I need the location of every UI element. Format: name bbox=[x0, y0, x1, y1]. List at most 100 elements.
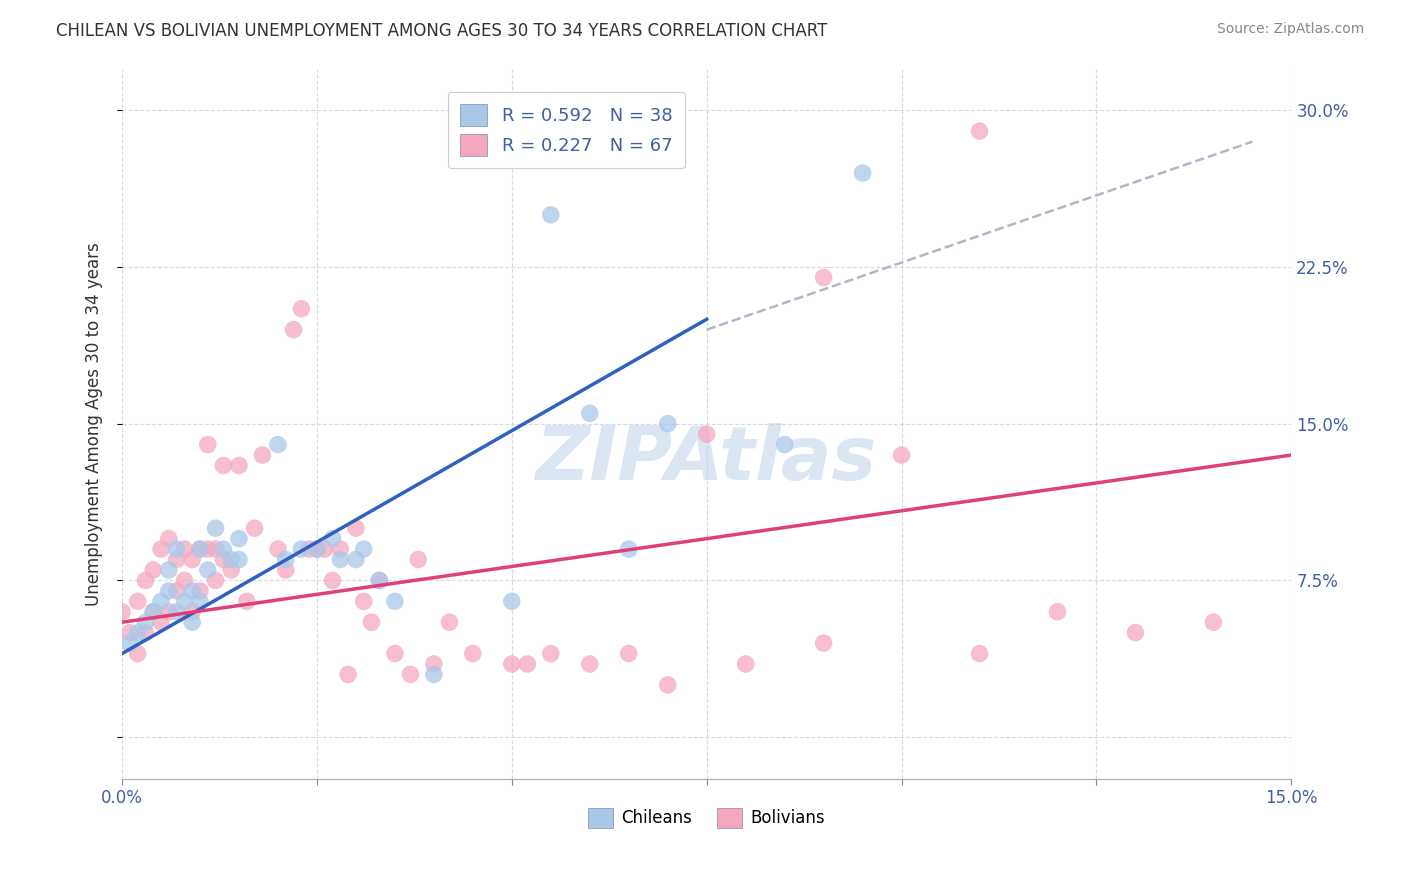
Point bbox=[166, 605, 188, 619]
Point bbox=[157, 605, 180, 619]
Point bbox=[657, 417, 679, 431]
Point bbox=[118, 625, 141, 640]
Point bbox=[501, 594, 523, 608]
Point bbox=[181, 605, 204, 619]
Point bbox=[399, 667, 422, 681]
Point bbox=[142, 563, 165, 577]
Point bbox=[890, 448, 912, 462]
Point bbox=[773, 437, 796, 451]
Point bbox=[204, 521, 226, 535]
Point bbox=[501, 657, 523, 671]
Point bbox=[969, 647, 991, 661]
Point bbox=[173, 542, 195, 557]
Point bbox=[617, 647, 640, 661]
Point bbox=[228, 532, 250, 546]
Point bbox=[166, 583, 188, 598]
Point bbox=[423, 667, 446, 681]
Point bbox=[696, 427, 718, 442]
Point bbox=[305, 542, 328, 557]
Point bbox=[344, 521, 367, 535]
Point bbox=[322, 574, 344, 588]
Point bbox=[329, 542, 352, 557]
Point bbox=[1202, 615, 1225, 630]
Text: CHILEAN VS BOLIVIAN UNEMPLOYMENT AMONG AGES 30 TO 34 YEARS CORRELATION CHART: CHILEAN VS BOLIVIAN UNEMPLOYMENT AMONG A… bbox=[56, 22, 828, 40]
Point bbox=[197, 563, 219, 577]
Y-axis label: Unemployment Among Ages 30 to 34 years: Unemployment Among Ages 30 to 34 years bbox=[86, 242, 103, 606]
Point bbox=[305, 542, 328, 557]
Point bbox=[212, 542, 235, 557]
Point bbox=[578, 657, 600, 671]
Point bbox=[657, 678, 679, 692]
Point bbox=[197, 437, 219, 451]
Point bbox=[368, 574, 391, 588]
Point bbox=[969, 124, 991, 138]
Legend: Chileans, Bolivians: Chileans, Bolivians bbox=[582, 801, 832, 835]
Point bbox=[197, 542, 219, 557]
Point bbox=[134, 574, 156, 588]
Point bbox=[344, 552, 367, 566]
Point bbox=[290, 542, 312, 557]
Point bbox=[157, 583, 180, 598]
Point bbox=[111, 605, 134, 619]
Point bbox=[157, 563, 180, 577]
Point bbox=[127, 647, 149, 661]
Point bbox=[188, 542, 211, 557]
Point bbox=[283, 323, 305, 337]
Point bbox=[134, 625, 156, 640]
Point bbox=[181, 615, 204, 630]
Point bbox=[228, 458, 250, 473]
Point bbox=[337, 667, 360, 681]
Point bbox=[157, 532, 180, 546]
Point bbox=[384, 594, 406, 608]
Point bbox=[540, 208, 562, 222]
Point bbox=[243, 521, 266, 535]
Point bbox=[368, 574, 391, 588]
Point bbox=[353, 594, 375, 608]
Point bbox=[314, 542, 336, 557]
Point bbox=[290, 301, 312, 316]
Point bbox=[181, 583, 204, 598]
Point bbox=[267, 542, 290, 557]
Point bbox=[360, 615, 382, 630]
Text: Source: ZipAtlas.com: Source: ZipAtlas.com bbox=[1216, 22, 1364, 37]
Text: ZIPAtlas: ZIPAtlas bbox=[536, 423, 877, 496]
Point bbox=[617, 542, 640, 557]
Point bbox=[267, 437, 290, 451]
Point bbox=[212, 552, 235, 566]
Point bbox=[329, 552, 352, 566]
Point bbox=[150, 542, 173, 557]
Point bbox=[228, 552, 250, 566]
Point bbox=[1046, 605, 1069, 619]
Point bbox=[212, 458, 235, 473]
Point bbox=[516, 657, 538, 671]
Point bbox=[461, 647, 484, 661]
Point bbox=[188, 594, 211, 608]
Point bbox=[353, 542, 375, 557]
Point bbox=[252, 448, 274, 462]
Point bbox=[181, 552, 204, 566]
Point bbox=[734, 657, 756, 671]
Point bbox=[540, 647, 562, 661]
Point bbox=[384, 647, 406, 661]
Point bbox=[813, 636, 835, 650]
Point bbox=[150, 615, 173, 630]
Point bbox=[852, 166, 875, 180]
Point bbox=[142, 605, 165, 619]
Point bbox=[150, 594, 173, 608]
Point bbox=[578, 406, 600, 420]
Point bbox=[204, 574, 226, 588]
Point bbox=[219, 563, 242, 577]
Point bbox=[118, 636, 141, 650]
Point bbox=[166, 552, 188, 566]
Point bbox=[219, 552, 242, 566]
Point bbox=[204, 542, 226, 557]
Point bbox=[166, 542, 188, 557]
Point bbox=[188, 583, 211, 598]
Point bbox=[423, 657, 446, 671]
Point bbox=[274, 552, 297, 566]
Point bbox=[406, 552, 429, 566]
Point bbox=[134, 615, 156, 630]
Point bbox=[173, 574, 195, 588]
Point bbox=[274, 563, 297, 577]
Point bbox=[127, 625, 149, 640]
